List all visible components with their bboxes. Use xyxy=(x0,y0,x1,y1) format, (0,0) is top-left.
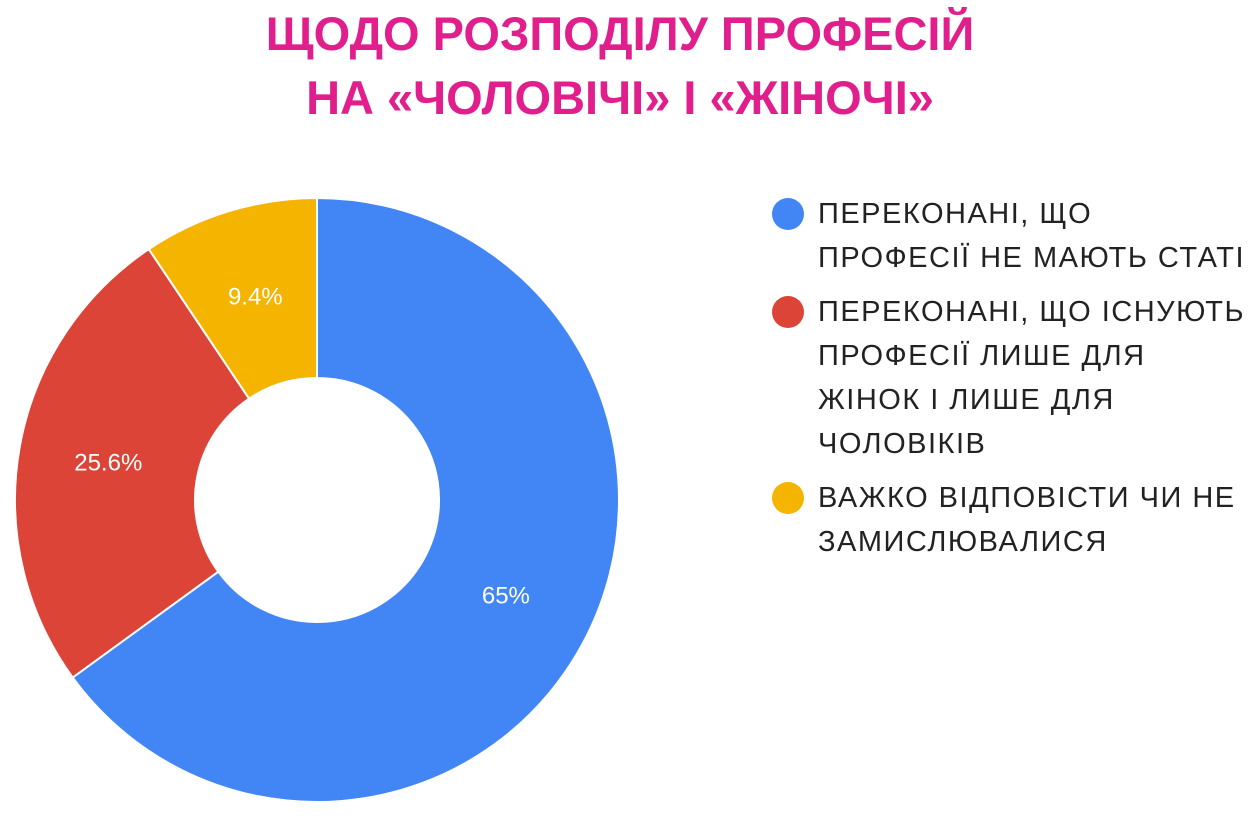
legend-marker-no-gender xyxy=(772,198,804,230)
legend-label-no-gender: ПЕРЕКОНАНІ, ЩО ПРОФЕСІЇ НЕ МАЮТЬ СТАТІ xyxy=(818,198,1246,274)
slice-label-undecided: 9.4% xyxy=(228,284,283,311)
slice-label-gendered: 25.6% xyxy=(74,449,142,476)
donut-chart: 65% 25.6% 9.4% xyxy=(14,196,620,803)
slice-gendered xyxy=(14,247,251,679)
legend-label-undecided: ВАЖКО ВІДПОВІСТИ ЧИ НЕ ЗАМИСЛЮВАЛИСЯ xyxy=(818,482,1236,558)
legend-item-undecided: ВАЖКО ВІДПОВІСТИ ЧИ НЕ ЗАМИСЛЮВАЛИСЯ xyxy=(772,476,1242,564)
chart-title-line-2: НА «ЧОЛОВІЧІ» І «ЖІНОЧІ» xyxy=(306,71,934,124)
slice-no-gender xyxy=(71,196,620,803)
legend-marker-gendered xyxy=(772,296,804,328)
legend-label-gendered: ПЕРЕКОНАНІ, ЩО ІСНУЮТЬ ПРОФЕСІЇ ЛИШЕ ДЛЯ… xyxy=(818,296,1245,460)
chart-legend: ПЕРЕКОНАНІ, ЩО ПРОФЕСІЇ НЕ МАЮТЬ СТАТІ П… xyxy=(772,192,1244,574)
legend-marker-undecided xyxy=(772,482,804,514)
chart-title-line-1: ЩОДО РОЗПОДІЛУ ПРОФЕСІЙ xyxy=(265,7,975,60)
slice-label-no-gender: 65% xyxy=(482,583,530,610)
slice-undecided xyxy=(147,196,318,401)
chart-title: ЩОДО РОЗПОДІЛУ ПРОФЕСІЙ НА «ЧОЛОВІЧІ» І … xyxy=(0,2,1240,130)
legend-item-no-gender: ПЕРЕКОНАНІ, ЩО ПРОФЕСІЇ НЕ МАЮТЬ СТАТІ xyxy=(772,192,1244,280)
legend-item-gendered: ПЕРЕКОНАНІ, ЩО ІСНУЮТЬ ПРОФЕСІЇ ЛИШЕ ДЛЯ… xyxy=(772,290,1243,466)
